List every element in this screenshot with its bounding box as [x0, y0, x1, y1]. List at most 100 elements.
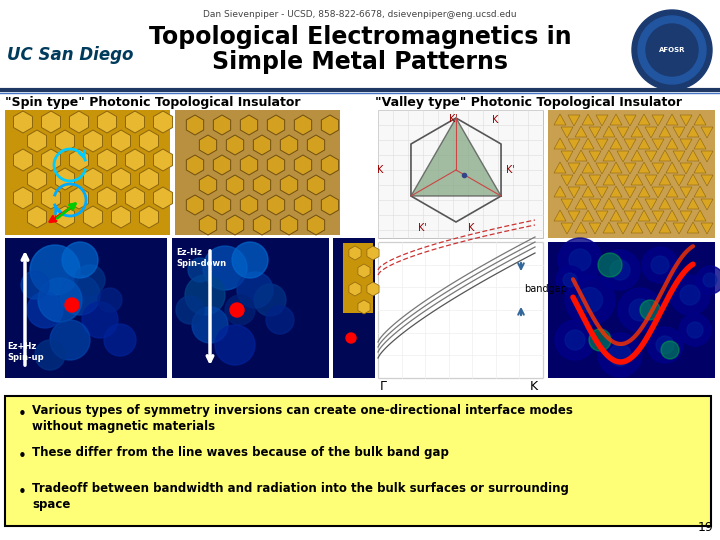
- Polygon shape: [631, 174, 643, 185]
- Circle shape: [65, 298, 79, 312]
- Polygon shape: [638, 162, 650, 173]
- Text: 19: 19: [697, 521, 713, 534]
- Text: •: •: [18, 449, 27, 464]
- Circle shape: [21, 271, 49, 299]
- Text: without magnetic materials: without magnetic materials: [32, 420, 215, 433]
- Polygon shape: [610, 210, 622, 221]
- Text: Tradeoff between bandwidth and radiation into the bulk surfaces or surrounding: Tradeoff between bandwidth and radiation…: [32, 482, 569, 495]
- FancyBboxPatch shape: [378, 242, 543, 378]
- Circle shape: [232, 242, 268, 278]
- Polygon shape: [617, 175, 629, 186]
- FancyBboxPatch shape: [5, 238, 167, 378]
- Polygon shape: [617, 199, 629, 210]
- Polygon shape: [596, 211, 608, 222]
- Text: Γ: Γ: [380, 380, 387, 393]
- Polygon shape: [659, 198, 671, 209]
- Polygon shape: [666, 162, 678, 173]
- Polygon shape: [652, 115, 664, 126]
- Text: Ez+Hz: Ez+Hz: [7, 342, 36, 351]
- Polygon shape: [589, 223, 601, 234]
- Polygon shape: [603, 222, 615, 233]
- Text: K: K: [492, 115, 498, 125]
- Polygon shape: [701, 199, 713, 210]
- Polygon shape: [673, 175, 685, 186]
- Circle shape: [640, 300, 660, 320]
- Polygon shape: [582, 138, 594, 149]
- Polygon shape: [575, 198, 587, 209]
- Polygon shape: [701, 127, 713, 138]
- Circle shape: [98, 288, 122, 312]
- Circle shape: [565, 275, 615, 325]
- Polygon shape: [701, 223, 713, 234]
- Circle shape: [598, 333, 642, 377]
- Polygon shape: [596, 163, 608, 174]
- Polygon shape: [596, 187, 608, 198]
- Circle shape: [555, 320, 595, 360]
- Text: UC San Diego: UC San Diego: [7, 46, 133, 64]
- Circle shape: [556, 266, 584, 294]
- Polygon shape: [687, 126, 699, 137]
- Circle shape: [656, 336, 674, 354]
- Polygon shape: [631, 150, 643, 161]
- Circle shape: [27, 292, 63, 328]
- Text: K': K': [418, 223, 426, 233]
- Circle shape: [680, 285, 700, 305]
- Polygon shape: [659, 150, 671, 161]
- Polygon shape: [645, 175, 657, 186]
- Polygon shape: [589, 199, 601, 210]
- Polygon shape: [582, 162, 594, 173]
- Polygon shape: [582, 186, 594, 197]
- Circle shape: [632, 10, 712, 90]
- Polygon shape: [617, 151, 629, 162]
- Polygon shape: [687, 222, 699, 233]
- Circle shape: [60, 275, 100, 315]
- Circle shape: [577, 287, 603, 313]
- Text: "Spin type" Photonic Topological Insulator: "Spin type" Photonic Topological Insulat…: [5, 96, 300, 109]
- Circle shape: [642, 247, 678, 283]
- Polygon shape: [561, 175, 573, 186]
- Polygon shape: [652, 139, 664, 150]
- Circle shape: [185, 275, 225, 315]
- Polygon shape: [568, 115, 580, 126]
- Circle shape: [75, 265, 105, 295]
- Circle shape: [598, 253, 622, 277]
- Text: Spin-down: Spin-down: [176, 259, 226, 268]
- Circle shape: [569, 249, 591, 271]
- Polygon shape: [666, 210, 678, 221]
- Polygon shape: [631, 222, 643, 233]
- Text: Topological Electromagnetics in: Topological Electromagnetics in: [149, 25, 571, 49]
- Polygon shape: [617, 223, 629, 234]
- Text: "Valley type" Photonic Topological Insulator: "Valley type" Photonic Topological Insul…: [375, 96, 682, 109]
- Polygon shape: [701, 151, 713, 162]
- Polygon shape: [624, 187, 636, 198]
- Text: •: •: [18, 485, 27, 500]
- Circle shape: [188, 258, 212, 282]
- Polygon shape: [554, 114, 566, 125]
- Polygon shape: [631, 198, 643, 209]
- Polygon shape: [554, 186, 566, 197]
- Polygon shape: [638, 186, 650, 197]
- Circle shape: [215, 325, 255, 365]
- Circle shape: [609, 344, 631, 366]
- Polygon shape: [603, 174, 615, 185]
- Polygon shape: [687, 198, 699, 209]
- Polygon shape: [582, 210, 594, 221]
- Polygon shape: [694, 138, 706, 149]
- FancyBboxPatch shape: [548, 110, 715, 238]
- Polygon shape: [694, 186, 706, 197]
- Polygon shape: [680, 163, 692, 174]
- Polygon shape: [568, 163, 580, 174]
- Polygon shape: [659, 222, 671, 233]
- Polygon shape: [603, 126, 615, 137]
- Polygon shape: [666, 186, 678, 197]
- Circle shape: [563, 273, 577, 287]
- Text: Various types of symmetry inversions can create one-directional interface modes: Various types of symmetry inversions can…: [32, 404, 573, 417]
- Circle shape: [230, 303, 244, 317]
- Polygon shape: [610, 114, 622, 125]
- Circle shape: [62, 242, 98, 278]
- Text: K': K': [505, 165, 514, 175]
- Polygon shape: [610, 138, 622, 149]
- Circle shape: [600, 250, 640, 290]
- Polygon shape: [694, 162, 706, 173]
- Polygon shape: [694, 210, 706, 221]
